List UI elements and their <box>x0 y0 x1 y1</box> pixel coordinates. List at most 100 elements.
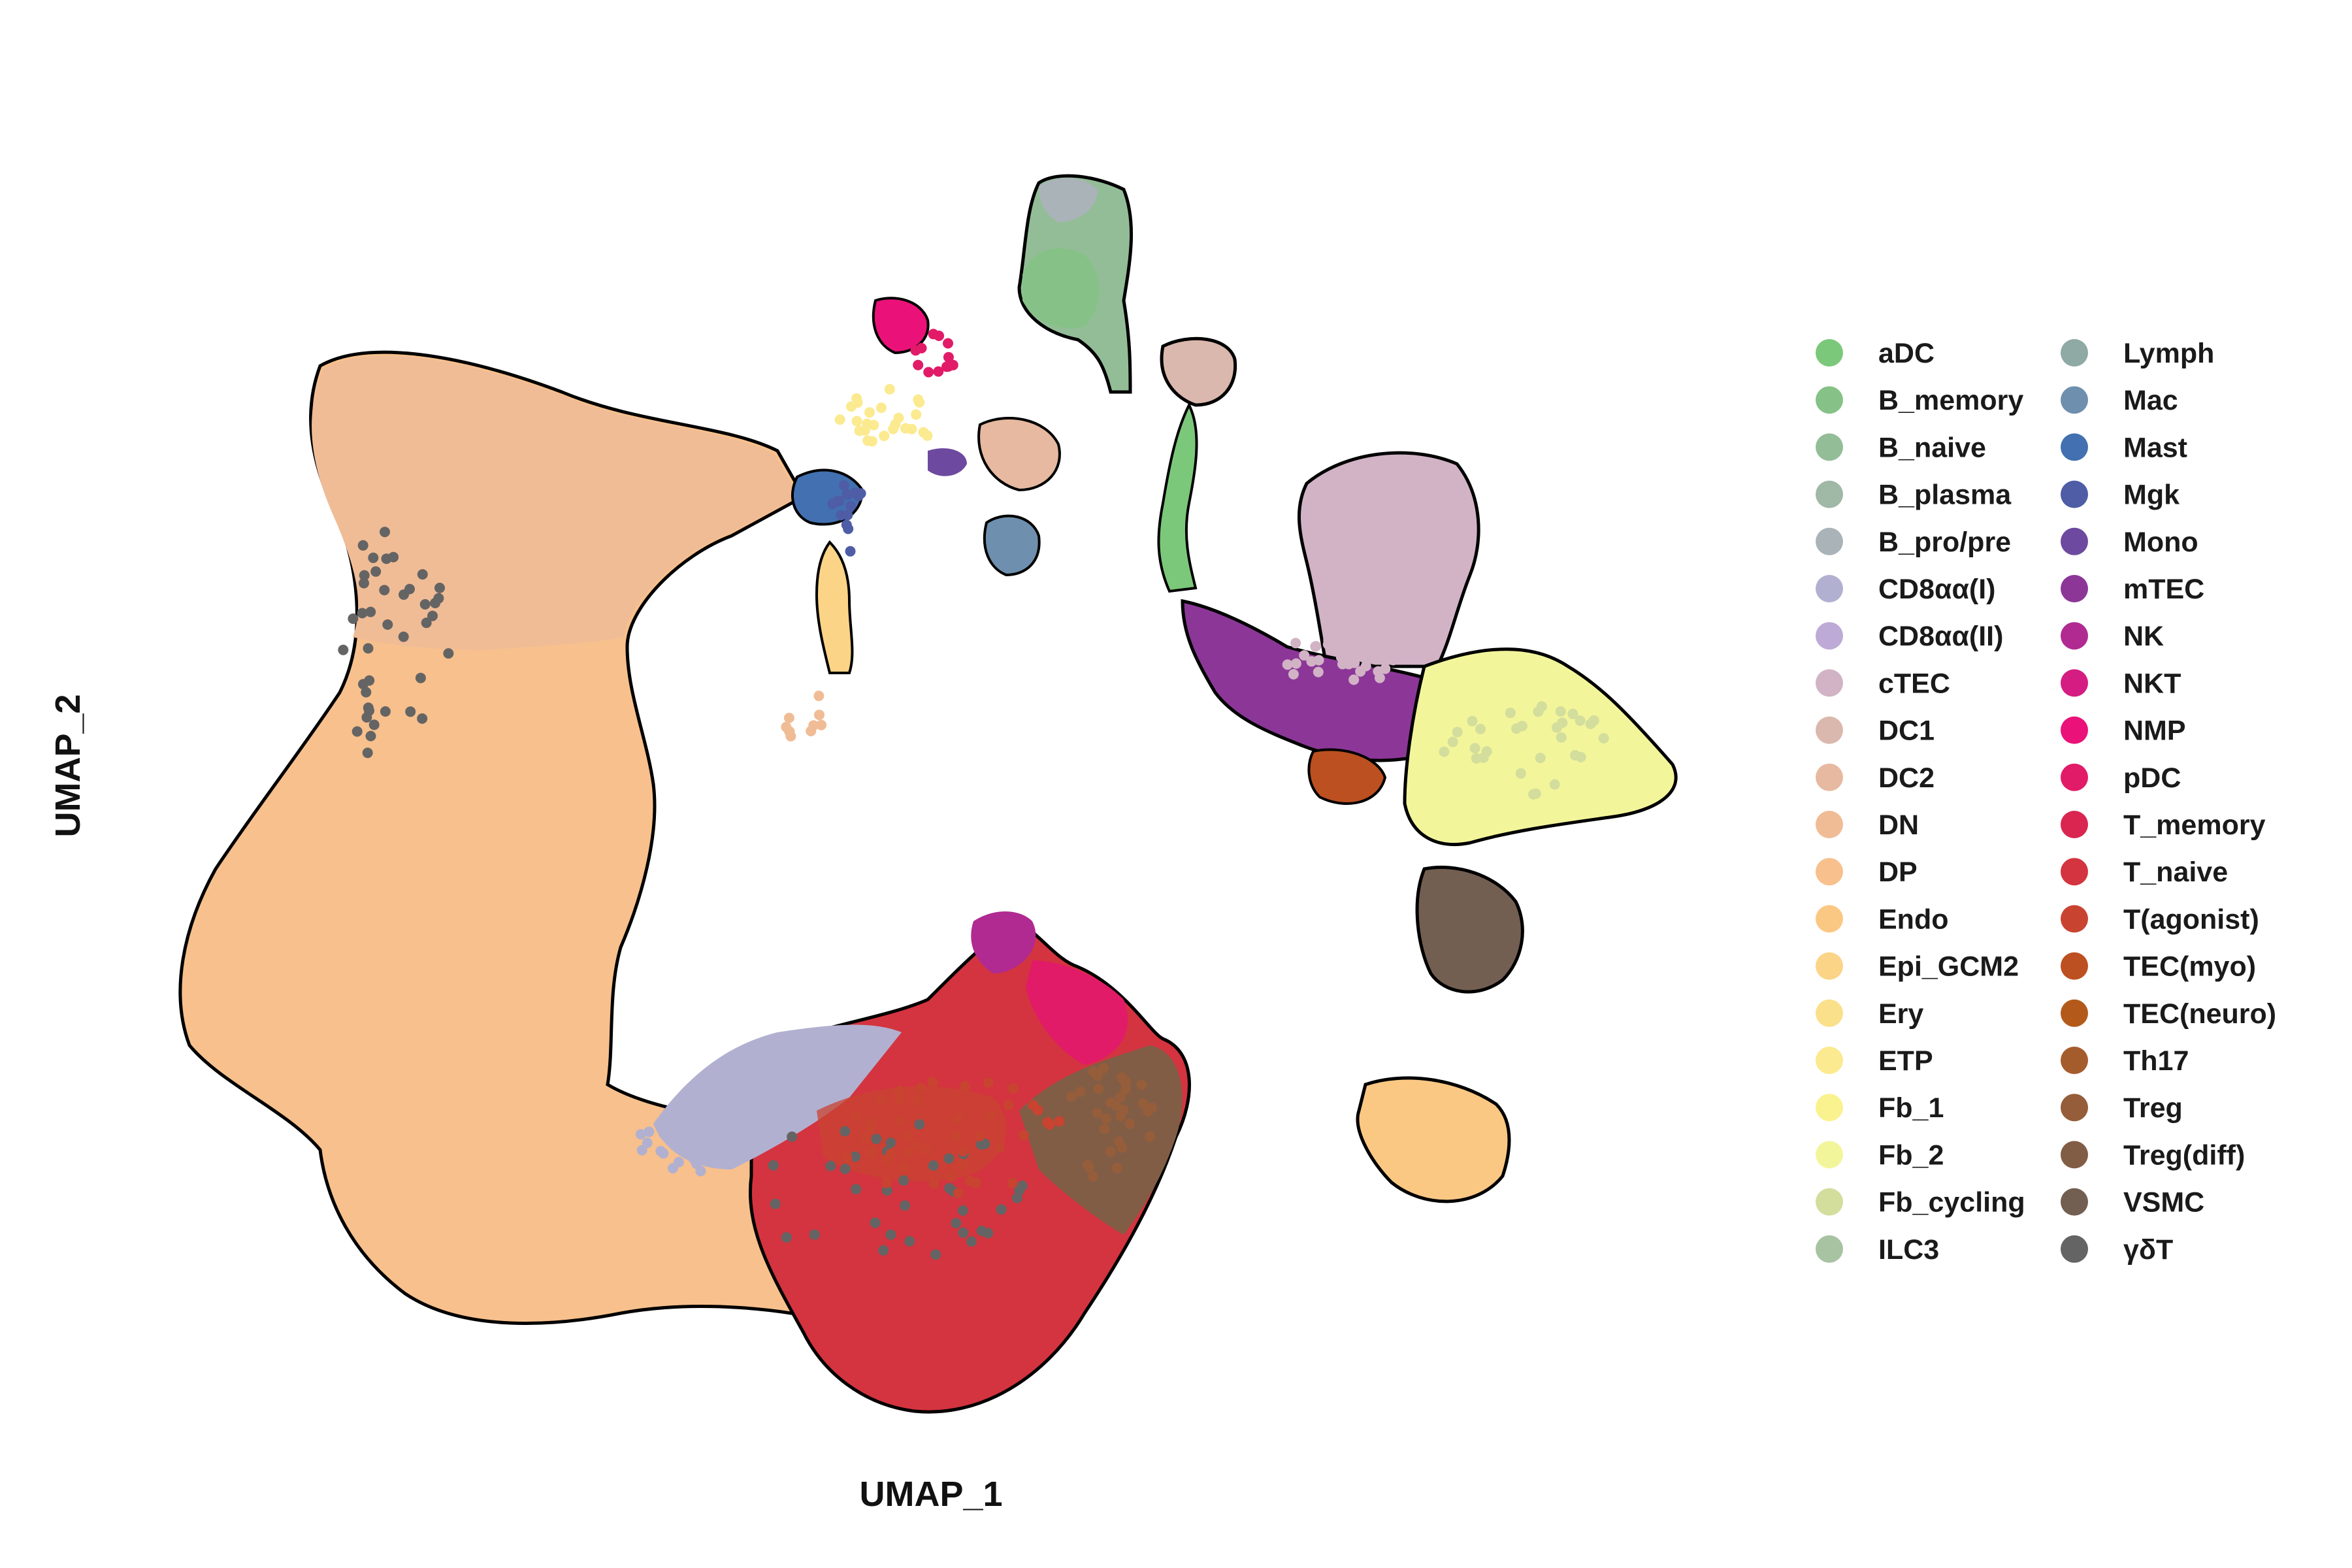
legend-label: Treg(diff) <box>2123 1139 2245 1171</box>
scatter-point <box>427 610 438 621</box>
scatter-point <box>876 1094 887 1105</box>
legend-item: T_naive <box>2061 857 2228 888</box>
legend-item: B_naive <box>1816 432 1986 463</box>
legend-item: Treg <box>2061 1092 2183 1124</box>
legend-item: cTEC <box>1816 668 1950 699</box>
scatter-point <box>1355 666 1366 677</box>
legend-item: Mono <box>2061 527 2198 558</box>
legend-item: DN <box>1816 809 1919 841</box>
legend-swatch <box>2061 622 2088 650</box>
cluster-b-memory <box>1022 248 1100 329</box>
legend-label: T_naive <box>2123 857 2228 888</box>
scatter-point <box>964 1175 975 1186</box>
scatter-point <box>1003 1100 1014 1111</box>
scatter-point <box>842 489 853 500</box>
scatter-point <box>727 1155 738 1166</box>
legend-item: Fb_1 <box>1816 1092 1944 1124</box>
scatter-point <box>739 1142 750 1153</box>
legend-label: B_naive <box>1878 432 1986 463</box>
scatter-point <box>365 730 376 742</box>
legend-label: Fb_cycling <box>1878 1187 2025 1218</box>
legend-swatch <box>2061 386 2088 414</box>
legend-item: Lymph <box>2061 338 2214 369</box>
legend-label: ETP <box>1878 1045 1933 1077</box>
legend-swatch <box>2061 952 2088 980</box>
legend-swatch <box>1816 527 1843 555</box>
legend-swatch <box>1816 858 1843 886</box>
scatter-point <box>912 1096 923 1107</box>
scatter-point <box>922 430 933 441</box>
scatter-point <box>781 721 792 732</box>
legend-label: Ery <box>1878 998 1923 1030</box>
umap-scatter-clusters <box>178 174 1678 1414</box>
legend-label: mTEC <box>2123 574 2204 605</box>
cluster-mono <box>928 448 967 476</box>
scatter-point <box>866 1147 877 1158</box>
scatter-point <box>1120 1084 1132 1095</box>
legend-swatch <box>2061 1141 2088 1169</box>
scatter-point <box>834 496 845 506</box>
legend-swatch <box>1816 1094 1843 1122</box>
scatter-point <box>957 1159 968 1170</box>
scatter-point <box>1093 1083 1104 1094</box>
scatter-point <box>906 423 917 434</box>
legend-label: NKT <box>2123 668 2181 699</box>
legend-swatch <box>1816 1141 1843 1169</box>
legend-item: B_plasma <box>1816 480 2012 511</box>
scatter-point <box>859 1132 870 1143</box>
scatter-point <box>934 331 945 341</box>
scatter-point <box>1575 751 1586 762</box>
scatter-point <box>957 1205 968 1216</box>
scatter-point <box>825 1160 836 1171</box>
scatter-point <box>1007 1177 1018 1188</box>
legend-swatch <box>2061 811 2088 838</box>
legend-item: NKT <box>2061 668 2181 699</box>
axis-titles: UMAP_1 UMAP_2 <box>48 694 1003 1514</box>
scatter-point <box>380 706 391 717</box>
scatter-point <box>380 527 390 538</box>
scatter-point <box>881 1177 892 1188</box>
scatter-point <box>635 1129 646 1140</box>
scatter-point <box>783 712 794 723</box>
scatter-point <box>695 1166 706 1177</box>
cluster-b-pro-pre <box>1039 178 1098 222</box>
scatter-point <box>901 1130 912 1141</box>
legend-swatch <box>1816 669 1843 697</box>
scatter-point <box>862 418 872 429</box>
scatter-point <box>1556 732 1567 743</box>
legend-label: Fb_2 <box>1878 1139 1944 1171</box>
scatter-point <box>398 631 409 642</box>
cluster-epi-gcm2 <box>815 540 854 674</box>
scatter-point <box>781 1232 792 1243</box>
legend-label: T(agonist) <box>2123 904 2259 935</box>
legend-swatch <box>2061 999 2088 1027</box>
scatter-point <box>1515 768 1526 779</box>
scatter-point <box>845 500 857 512</box>
legend-label: Mast <box>2123 432 2187 463</box>
scatter-point <box>893 412 904 423</box>
scatter-point <box>927 1077 938 1088</box>
legend-label: ILC3 <box>1878 1234 1939 1266</box>
scatter-point <box>1439 746 1450 757</box>
scatter-point <box>1007 1083 1019 1094</box>
scatter-point <box>894 1091 906 1102</box>
scatter-point <box>1105 1146 1116 1157</box>
scatter-point <box>1467 715 1478 727</box>
scatter-point <box>1567 708 1578 719</box>
legend-label: DC2 <box>1878 762 1935 794</box>
scatter-point <box>834 414 845 425</box>
legend-label: Treg <box>2123 1092 2183 1124</box>
legend-item: Mac <box>2061 385 2178 416</box>
scatter-point <box>1536 701 1547 712</box>
legend-swatch <box>1816 386 1843 414</box>
cluster-endo <box>1356 1076 1511 1203</box>
legend-swatch <box>2061 1094 2088 1122</box>
cluster-tec-myo <box>1307 748 1387 805</box>
legend-label: γδT <box>2123 1234 2173 1266</box>
scatter-point <box>930 1249 941 1260</box>
scatter-point <box>1598 733 1609 743</box>
scatter-point <box>370 566 382 577</box>
legend-swatch <box>2061 1047 2088 1074</box>
scatter-point <box>1011 1192 1022 1203</box>
